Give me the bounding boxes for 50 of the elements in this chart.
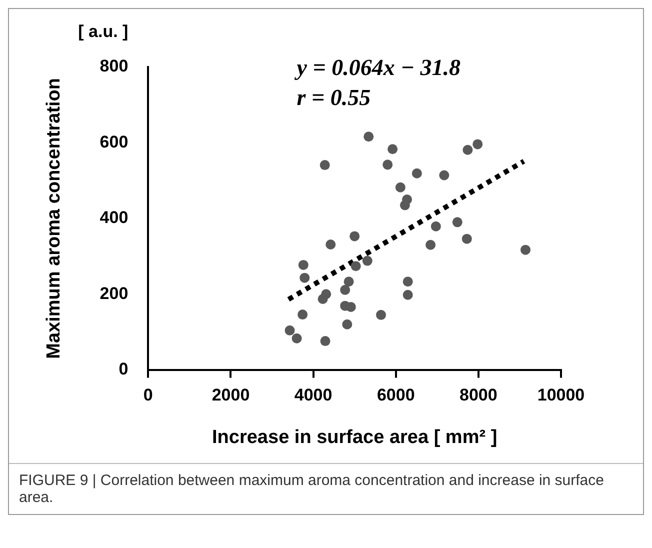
point xyxy=(350,261,361,272)
point xyxy=(284,325,295,336)
point xyxy=(326,240,336,250)
point xyxy=(342,319,352,330)
y-tick-label: 0 xyxy=(118,359,128,378)
x-axis-title: Increase in surface area [ mm² ] xyxy=(212,426,498,448)
point xyxy=(362,256,372,266)
point xyxy=(346,302,356,312)
y-tick-label: 600 xyxy=(100,132,128,152)
y-tick-label: 400 xyxy=(100,208,128,228)
point xyxy=(298,310,308,320)
point xyxy=(472,139,483,150)
x-tick-label: 0 xyxy=(143,386,153,405)
point xyxy=(350,231,360,242)
point xyxy=(364,132,374,142)
point xyxy=(292,333,302,344)
point xyxy=(395,182,406,192)
point xyxy=(382,160,393,170)
annotation: y = 0.064x − 31.8 xyxy=(294,55,462,80)
point xyxy=(340,284,350,295)
point xyxy=(320,160,330,170)
caption: FIGURE 9 | Correlation between maximum aroma concentration and increase in surface area. xyxy=(9,463,643,514)
point xyxy=(300,272,310,283)
point xyxy=(452,217,462,228)
x-tick-label: 4000 xyxy=(294,386,332,405)
point xyxy=(439,170,450,180)
point xyxy=(412,168,422,178)
y-tick-label: 800 xyxy=(100,56,128,76)
point xyxy=(462,144,473,155)
point xyxy=(388,144,398,154)
point xyxy=(430,221,441,232)
point xyxy=(426,240,436,250)
point xyxy=(344,276,354,287)
point xyxy=(402,276,413,287)
point xyxy=(402,290,413,300)
x-tick-label: 10000 xyxy=(537,386,585,405)
y-axis-title: Maximum aroma concentration xyxy=(44,78,65,359)
x-tick-label: 8000 xyxy=(460,386,498,405)
point xyxy=(298,260,308,270)
point xyxy=(520,244,530,255)
x-tick-label: 2000 xyxy=(212,386,250,405)
point xyxy=(462,234,472,244)
point xyxy=(320,336,330,346)
point xyxy=(318,294,328,304)
annotation: r = 0.55 xyxy=(296,85,371,110)
text: [ a.u. ] xyxy=(78,22,128,41)
y-tick-label: 200 xyxy=(100,284,128,303)
point xyxy=(400,200,410,210)
point xyxy=(376,310,386,320)
x-tick-label: 6000 xyxy=(376,386,415,405)
